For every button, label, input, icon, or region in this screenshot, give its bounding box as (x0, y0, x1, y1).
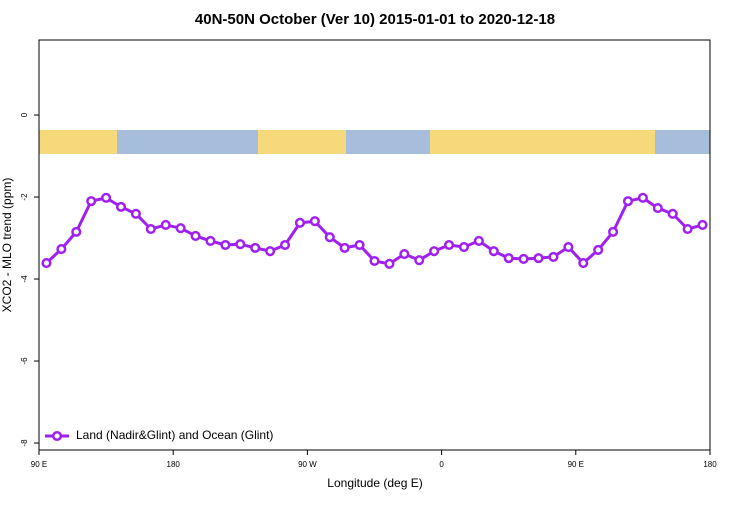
data-point (205, 235, 216, 246)
data-point (548, 251, 559, 262)
data-point (682, 223, 693, 235)
data-point (190, 230, 201, 242)
data-point (294, 217, 305, 228)
data-point (488, 246, 499, 257)
data-point (667, 208, 678, 219)
data-point (235, 239, 246, 250)
y-axis-label: XCO2 - MLO trend (ppm) (0, 178, 14, 313)
data-point (250, 242, 261, 253)
data-point (563, 242, 574, 253)
data-point (384, 258, 395, 269)
land (430, 130, 655, 154)
data-point (578, 257, 589, 269)
map-band (39, 130, 710, 154)
chart-title: 40N-50N October (Ver 10) 2015-01-01 to 2… (195, 11, 555, 28)
land (39, 130, 117, 154)
x-tick-label: 180 (703, 460, 717, 469)
data-point (608, 226, 619, 237)
data-point (697, 219, 708, 230)
data-point (145, 223, 156, 235)
data-point (533, 253, 544, 264)
y-tick-label: -4 (20, 275, 29, 283)
data-point (473, 235, 484, 246)
data-point (265, 246, 276, 257)
data-point (339, 242, 350, 253)
data-point (86, 196, 97, 207)
data-point (622, 196, 634, 207)
x-tick-label: 90 E (31, 460, 47, 469)
data-point (220, 239, 231, 251)
data-point (652, 203, 663, 214)
y-tick-label: -8 (20, 439, 29, 447)
data-point (324, 232, 335, 243)
x-tick-label: 180 (167, 460, 181, 469)
x-tick-label: 90 E (568, 460, 584, 469)
y-tick-label: -2 (20, 193, 29, 201)
data-point (414, 255, 425, 266)
legend-marker (51, 430, 63, 442)
data-point (369, 255, 380, 267)
plot-frame (38, 39, 711, 451)
x-axis-label: Longitude (deg E) (327, 476, 422, 490)
data-point (175, 223, 186, 234)
x-tick-label: 0 (439, 460, 444, 469)
data-point (71, 226, 82, 237)
data-point (458, 242, 470, 253)
data-point (503, 253, 514, 264)
data-point (101, 192, 112, 203)
data-point (41, 257, 52, 269)
y-tick-label: -6 (20, 357, 29, 365)
data-point (354, 239, 365, 251)
data-point (518, 253, 529, 264)
data-point (399, 248, 410, 260)
legend-label: Land (Nadir&Glint) and Ocean (Glint) (76, 428, 273, 442)
data-point (444, 239, 455, 251)
land (258, 130, 346, 154)
data-point (279, 239, 291, 251)
data-point (56, 244, 67, 255)
y-tick-label: 0 (20, 112, 29, 117)
data-point (593, 244, 604, 255)
data-point (309, 216, 320, 227)
data-point (160, 219, 171, 230)
data-point (130, 208, 141, 219)
data-point (429, 246, 440, 257)
data-point (637, 192, 648, 203)
x-tick-label: 90 W (298, 460, 317, 469)
data-point (115, 201, 127, 212)
